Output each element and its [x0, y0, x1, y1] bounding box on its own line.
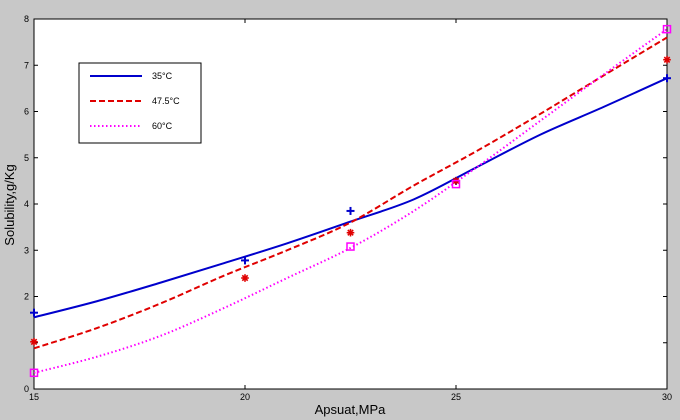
x-tick-label: 15 — [29, 392, 39, 402]
data-point-1-2 — [346, 228, 355, 237]
data-point-2-1 — [346, 242, 355, 251]
series-line-0 — [33, 77, 668, 319]
x-tick-label: 25 — [451, 392, 461, 402]
data-markers — [29, 24, 672, 378]
y-tick-label: 4 — [24, 199, 29, 209]
y-tick-label: 7 — [24, 60, 29, 70]
y-axis-label: Solubility,g/Kg — [2, 164, 17, 245]
data-point-0-2 — [346, 206, 355, 215]
legend-label-1: 47.5°C — [152, 96, 180, 106]
data-point-1-1 — [241, 274, 249, 282]
data-point-2-0 — [29, 368, 39, 378]
x-tick-label: 20 — [240, 392, 250, 402]
series-line-2 — [33, 28, 668, 374]
data-point-0-1 — [241, 256, 249, 265]
legend-items: 35°C 47.5°C 60°C — [90, 71, 180, 131]
y-tick-label: 0 — [24, 384, 29, 394]
legend-label-2: 60°C — [152, 121, 173, 131]
x-tick-label: 30 — [662, 392, 672, 402]
y-tick-label: 8 — [24, 14, 29, 24]
fit-lines — [33, 28, 668, 374]
data-point-0-4 — [663, 74, 671, 83]
legend-label-0: 35°C — [152, 71, 173, 81]
y-tick-label: 6 — [24, 107, 29, 117]
series-line-1 — [33, 36, 668, 350]
legend: 35°C 47.5°C 60°C — [78, 62, 202, 144]
data-point-1-4 — [663, 55, 671, 64]
data-point-0-0 — [30, 308, 38, 317]
axis-ticks: 15 20 25 30 0 2 3 4 5 6 7 8 — [24, 14, 672, 402]
data-point-1-0 — [30, 338, 38, 346]
y-tick-label: 5 — [24, 153, 29, 163]
data-point-2-2 — [451, 179, 461, 189]
data-point-2-3 — [662, 24, 672, 34]
y-tick-label: 3 — [24, 245, 29, 255]
y-tick-label: 2 — [24, 292, 29, 302]
x-axis-label: Apsuat,MPa — [315, 402, 387, 417]
